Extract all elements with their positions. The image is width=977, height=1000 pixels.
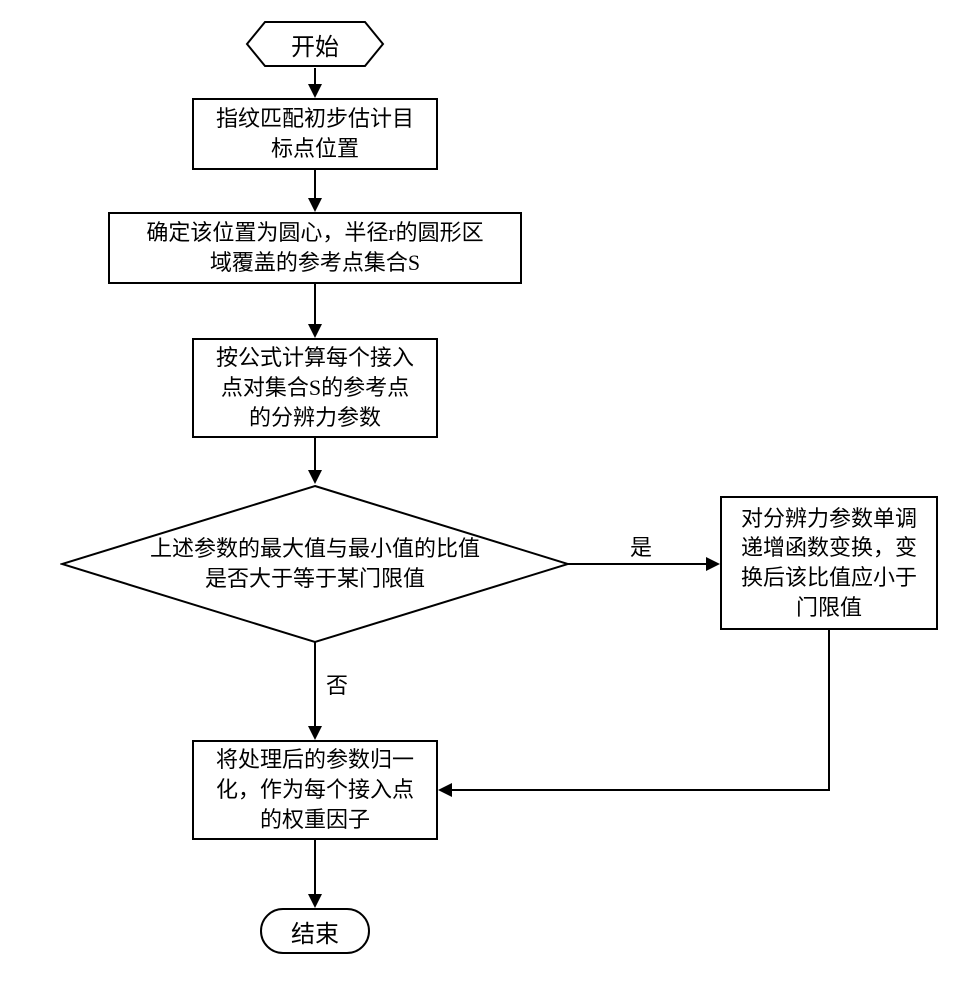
arrow-head: [308, 324, 322, 338]
arrow-head: [438, 783, 452, 797]
edge-no: [314, 642, 316, 728]
node-label: 指纹匹配初步估计目 标点位置: [216, 104, 414, 163]
arrow-head: [308, 84, 322, 98]
edge: [314, 284, 316, 326]
arrow-head: [308, 726, 322, 740]
edge: [452, 789, 830, 791]
flowchart-canvas: 开始 指纹匹配初步估计目 标点位置 确定该位置为圆心，半径r的圆形区 域覆盖的参…: [20, 20, 957, 980]
arrow-head: [308, 470, 322, 484]
edge: [314, 438, 316, 472]
node-monotone-transform: 对分辨力参数单调 递增函数变换，变 换后该比值应小于 门限值: [720, 496, 938, 630]
edge: [828, 630, 830, 790]
edge-yes: [568, 563, 708, 565]
arrow-head: [706, 557, 720, 571]
end-node: 结束: [260, 908, 370, 954]
node-fingerprint-estimate: 指纹匹配初步估计目 标点位置: [192, 98, 438, 170]
decision-threshold: 上述参数的最大值与最小值的比值 是否大于等于某门限值: [60, 484, 570, 644]
node-label: 确定该位置为圆心，半径r的圆形区 域覆盖的参考点集合S: [146, 218, 483, 277]
arrow-head: [308, 198, 322, 212]
edge: [314, 840, 316, 896]
edge: [314, 170, 316, 200]
node-circle-region: 确定该位置为圆心，半径r的圆形区 域覆盖的参考点集合S: [108, 212, 522, 284]
arrow-head: [308, 894, 322, 908]
node-normalize-weight: 将处理后的参数归一 化，作为每个接入点 的权重因子: [192, 740, 438, 840]
node-compute-resolution: 按公式计算每个接入 点对集合S的参考点 的分辨力参数: [192, 338, 438, 438]
node-label: 将处理后的参数归一 化，作为每个接入点 的权重因子: [216, 745, 414, 834]
end-label: 结束: [291, 914, 339, 949]
edge-label-no: 否: [326, 668, 348, 700]
node-label: 按公式计算每个接入 点对集合S的参考点 的分辨力参数: [216, 343, 414, 432]
edge-label-yes: 是: [630, 530, 652, 562]
decision-label: 上述参数的最大值与最小值的比值 是否大于等于某门限值: [150, 534, 480, 593]
start-label: 开始: [245, 20, 385, 68]
start-node: 开始: [245, 20, 385, 68]
node-label: 对分辨力参数单调 递增函数变换，变 换后该比值应小于 门限值: [741, 504, 917, 623]
